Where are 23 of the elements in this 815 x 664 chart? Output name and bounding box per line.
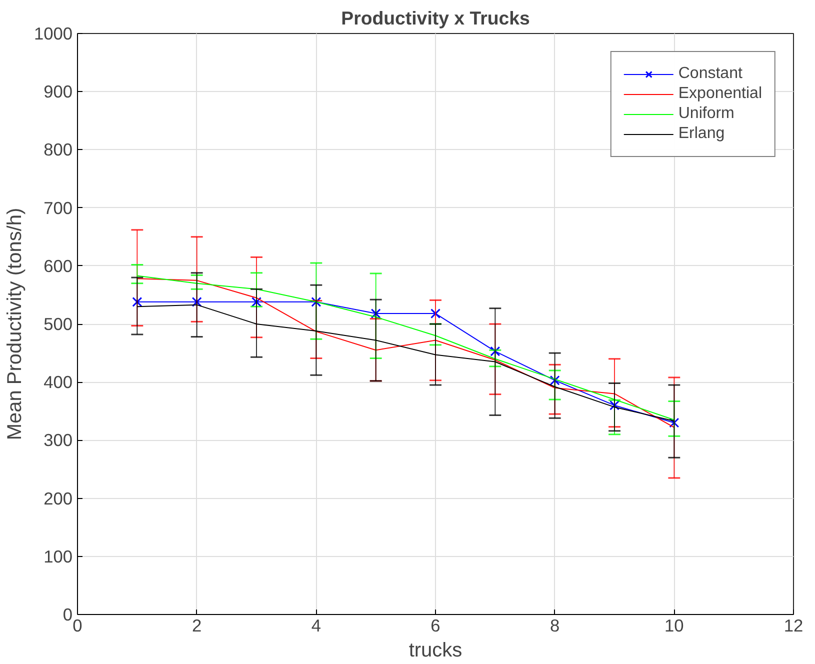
legend-label: Constant xyxy=(678,65,742,83)
x-tick-label: 8 xyxy=(550,616,560,636)
y-tick-label: 800 xyxy=(44,140,73,160)
x-tick-label: 6 xyxy=(430,616,440,636)
x-tick-label: 4 xyxy=(311,616,322,636)
y-tick-label: 900 xyxy=(44,82,73,102)
y-tick-label: 300 xyxy=(44,430,73,450)
y-tick-label: 700 xyxy=(44,198,73,218)
x-tick-label: 2 xyxy=(192,616,202,636)
legend-label: Exponential xyxy=(678,85,762,103)
y-tick-label: 600 xyxy=(44,256,73,276)
y-tick-label: 400 xyxy=(44,372,73,392)
legend-label: Erlang xyxy=(678,125,725,143)
y-tick-label: 100 xyxy=(44,546,73,566)
y-tick-label: 500 xyxy=(44,314,73,334)
x-axis-title: trucks xyxy=(408,640,462,662)
chart-title: Productivity x Trucks xyxy=(341,8,530,28)
y-axis-title: Mean Productivity (tons/h) xyxy=(4,208,26,440)
x-tick-label: 12 xyxy=(784,616,804,636)
legend-label: Uniform xyxy=(678,105,734,123)
y-tick-label: 200 xyxy=(44,488,73,508)
y-tick-label: 1000 xyxy=(34,24,73,44)
x-tick-label: 10 xyxy=(664,616,684,636)
